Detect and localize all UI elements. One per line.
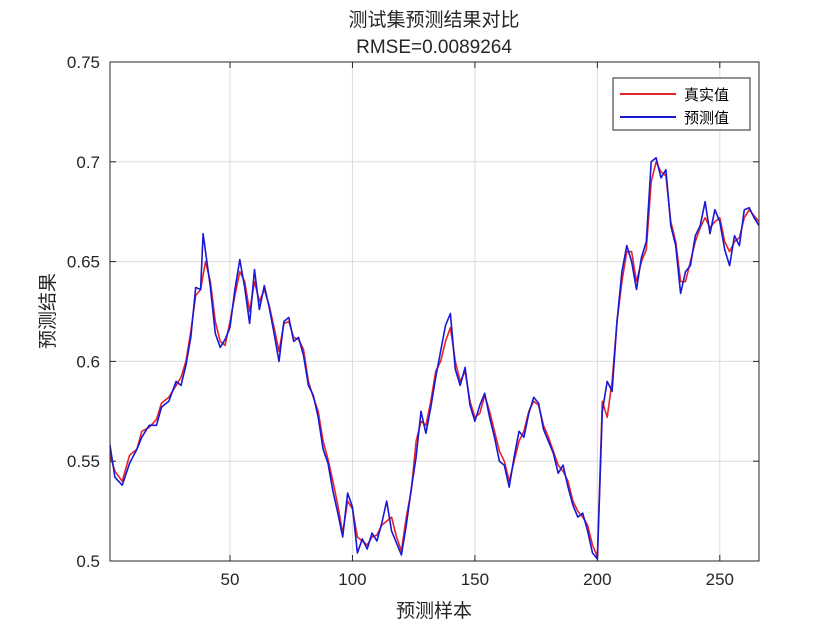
legend-box (612, 77, 751, 131)
y-tick-label: 0.6 (76, 352, 100, 371)
plot-frame (109, 61, 760, 562)
series-line-pred (109, 157, 760, 560)
legend: 真实值 预测值 (612, 77, 751, 131)
chart-title: 测试集预测结果对比 (348, 9, 519, 31)
plot-area (110, 62, 759, 561)
y-tick-label: 0.7 (76, 153, 100, 172)
y-tick-label: 0.55 (67, 452, 100, 471)
axis-ticks: 50 100 150 200 250 0.5 0.55 0.6 0.65 0.7 0.75 (67, 53, 759, 589)
x-tick-label: 100 (338, 570, 366, 589)
y-axis-label: 预测结果 (37, 273, 59, 349)
x-tick-label: 50 (221, 570, 240, 589)
y-tick-label: 0.75 (67, 53, 100, 72)
legend-label-true: 真实值 (684, 86, 729, 104)
x-tick-label: 250 (706, 570, 734, 589)
x-axis-label: 预测样本 (396, 600, 472, 622)
legend-label-pred: 预测值 (684, 109, 729, 127)
chart-subtitle: RMSE=0.0089264 (356, 37, 512, 58)
x-tick-label: 150 (461, 570, 489, 589)
y-tick-label: 0.5 (76, 552, 100, 571)
series-lines (109, 157, 760, 560)
y-tick-label: 0.65 (67, 253, 100, 272)
x-tick-label: 200 (583, 570, 611, 589)
